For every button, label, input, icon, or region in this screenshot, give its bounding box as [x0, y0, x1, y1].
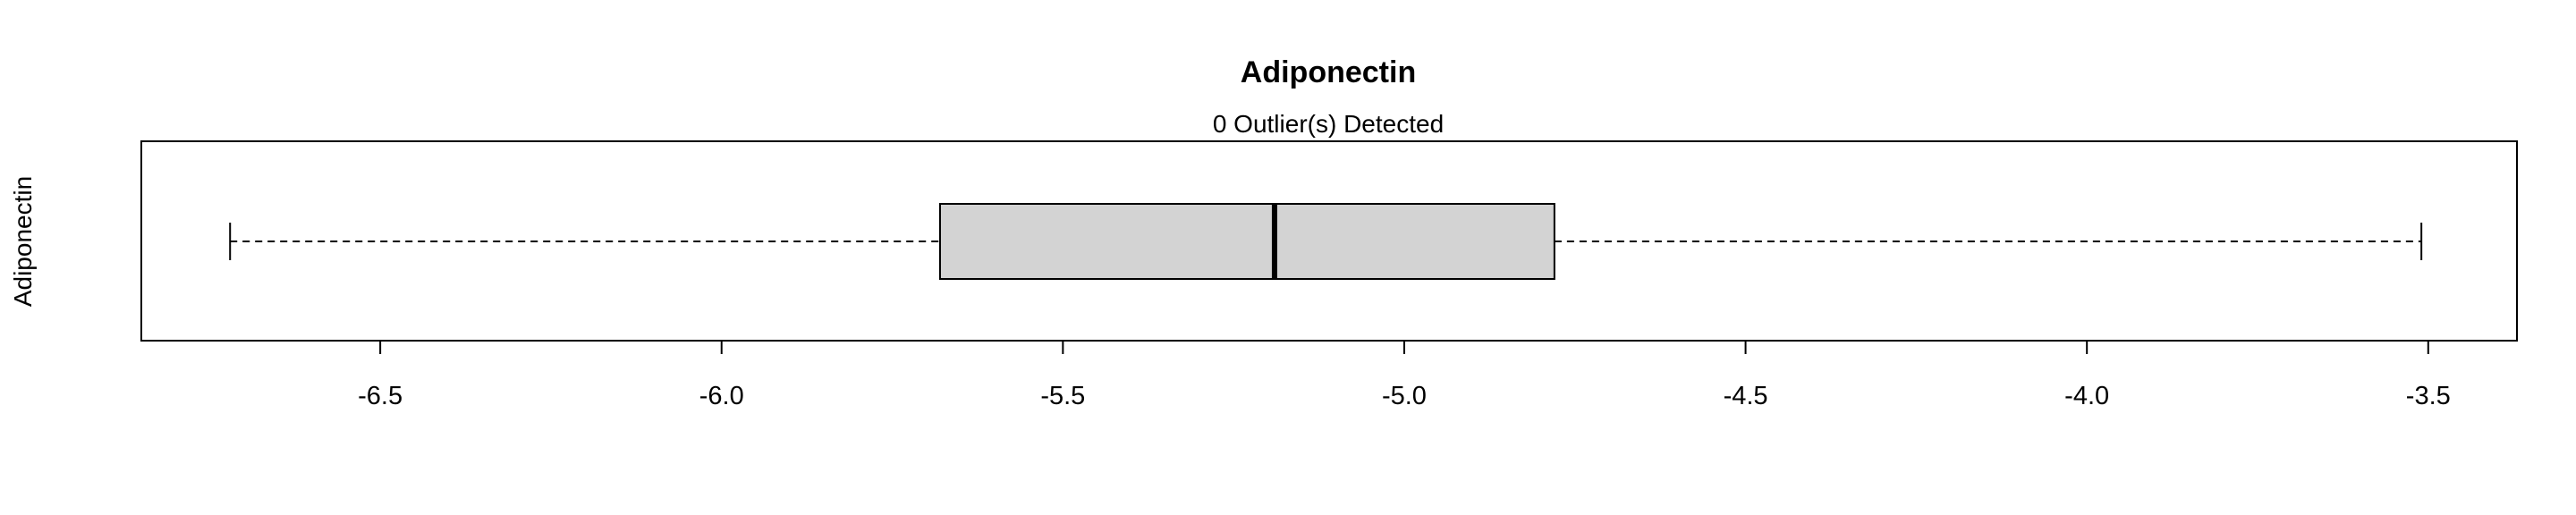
x-tick-label: -4.0 [2064, 382, 2109, 410]
y-axis-label: Adiponectin [9, 176, 37, 307]
x-tick-label: -6.0 [699, 382, 744, 410]
x-tick-label: -3.5 [2406, 382, 2451, 410]
x-tick-label: -5.5 [1040, 382, 1085, 410]
plot-frame [140, 140, 2518, 342]
chart-title: Adiponectin [1241, 55, 1416, 89]
x-tick-label: -5.0 [1382, 382, 1427, 410]
x-tick-label: -6.5 [358, 382, 402, 410]
chart-subtitle: 0 Outlier(s) Detected [1213, 110, 1444, 138]
boxplot-marks [229, 203, 2423, 280]
x-axis: -6.5 -6.0 -5.5 -5.0 -4.5 -4.0 -3.5 [358, 341, 2451, 410]
interquartile-box [938, 203, 1555, 280]
x-tick-label: -4.5 [1724, 382, 1768, 410]
